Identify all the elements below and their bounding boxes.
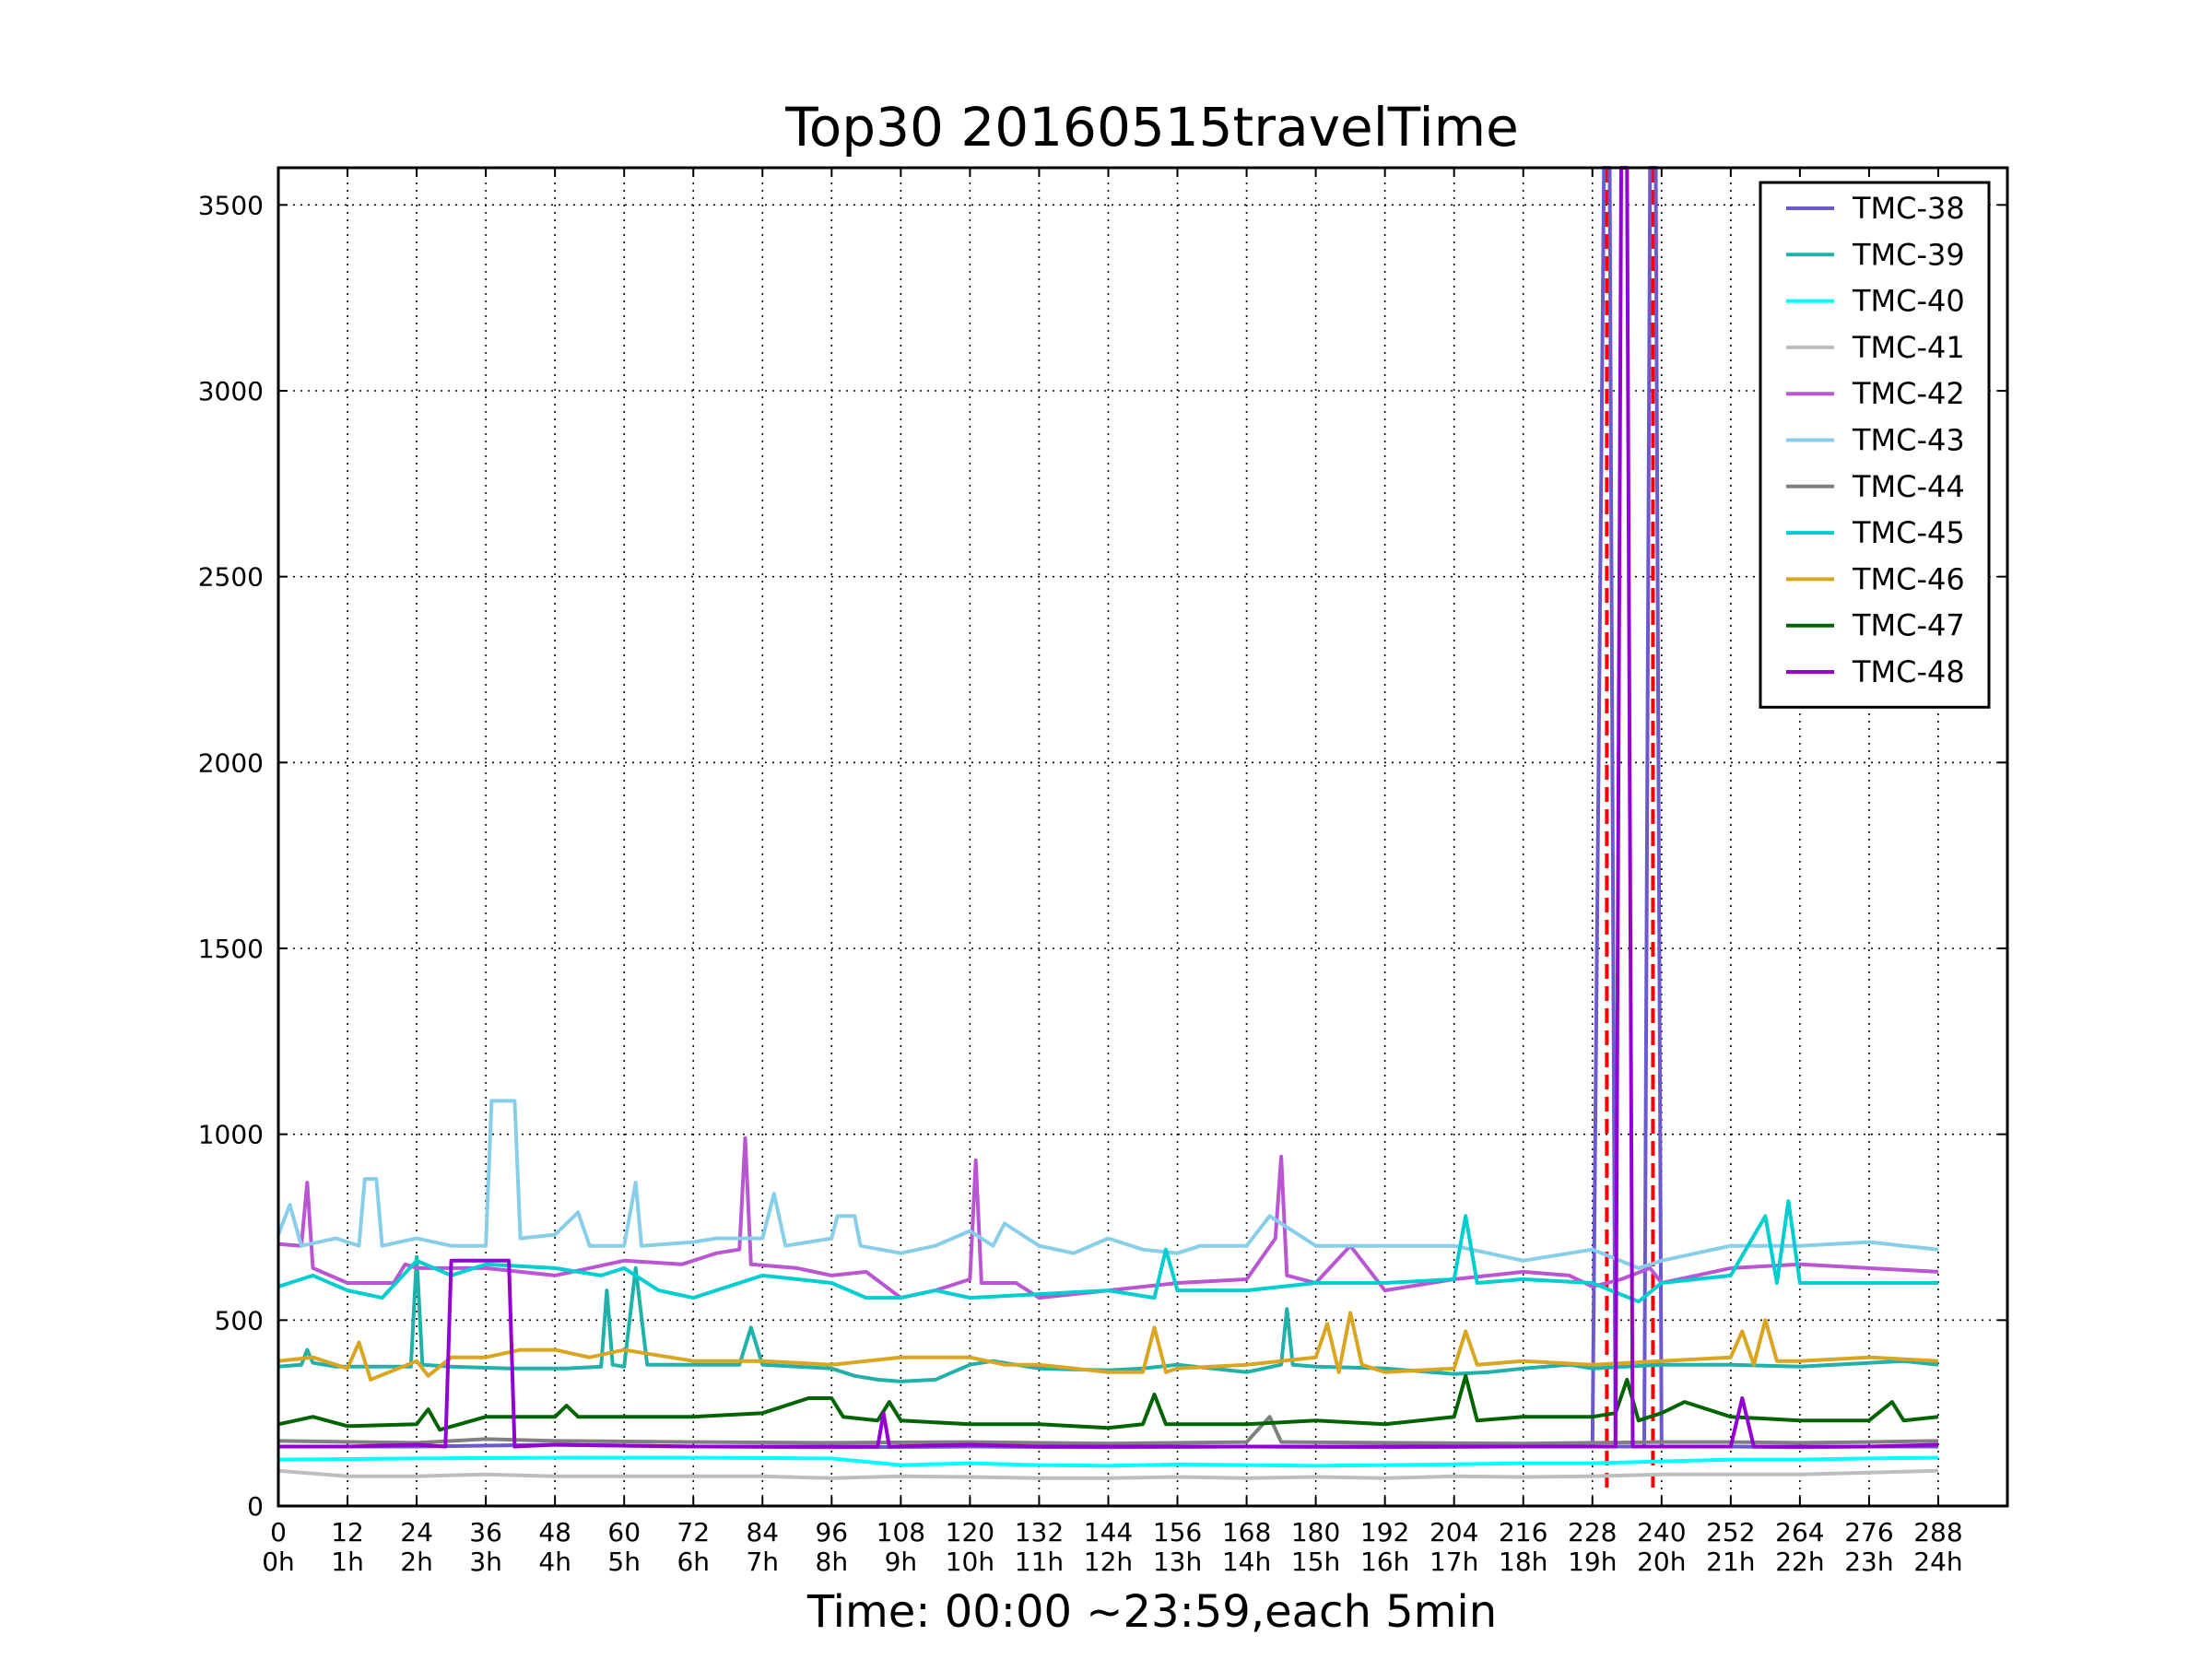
x-tick-label-hour: 24h bbox=[1913, 1547, 1962, 1577]
y-tick-label: 1500 bbox=[198, 934, 264, 964]
series-line-tmc-45 bbox=[277, 1199, 1938, 1304]
y-tick-label: 500 bbox=[215, 1305, 264, 1335]
legend-label: TMC-44 bbox=[1852, 469, 1965, 504]
x-tick-label-hour: 22h bbox=[1775, 1547, 1824, 1577]
series-line-tmc-47 bbox=[277, 1373, 1939, 1432]
x-tick-label-hour: 4h bbox=[538, 1547, 571, 1577]
legend-label: TMC-43 bbox=[1852, 423, 1965, 458]
x-tick-label-hour: 19h bbox=[1568, 1547, 1617, 1577]
legend-label: TMC-38 bbox=[1852, 191, 1965, 226]
x-tick-label-hour: 1h bbox=[331, 1547, 364, 1577]
legend: TMC-38 TMC-39 TMC-40 TMC-41 TMC-42 TMC-43 TMC-… bbox=[1759, 181, 1991, 709]
x-tick-label-hour: 12h bbox=[1084, 1547, 1133, 1577]
x-tick-label: 60 bbox=[607, 1517, 641, 1547]
x-tick-label-hour: 23h bbox=[1844, 1547, 1893, 1577]
x-axis-label: Time: 00:00 ~23:59,each 5min bbox=[806, 1586, 1497, 1638]
x-tick-label-hour: 3h bbox=[469, 1547, 502, 1577]
x-tick-label: 216 bbox=[1499, 1517, 1547, 1547]
x-tick-label: 24 bbox=[400, 1517, 433, 1547]
x-tick-label-hour: 15h bbox=[1291, 1547, 1340, 1577]
x-tick-label: 180 bbox=[1291, 1517, 1340, 1547]
x-tick-label: 36 bbox=[469, 1517, 502, 1547]
x-tick-label: 144 bbox=[1084, 1517, 1133, 1547]
x-tick-label: 204 bbox=[1430, 1517, 1478, 1547]
x-tick-label: 168 bbox=[1222, 1517, 1271, 1547]
axis-ticks: 00h121h242h363h484h605h726h847h968h1089h… bbox=[198, 168, 2007, 1577]
y-tick-label: 2500 bbox=[198, 562, 264, 593]
x-tick-label: 12 bbox=[331, 1517, 364, 1547]
x-tick-label-hour: 8h bbox=[816, 1547, 849, 1577]
legend-label: TMC-47 bbox=[1852, 608, 1965, 643]
x-tick-label-hour: 13h bbox=[1153, 1547, 1202, 1577]
x-tick-label-hour: 9h bbox=[885, 1547, 918, 1577]
x-tick-label-hour: 11h bbox=[1015, 1547, 1064, 1577]
x-tick-label: 192 bbox=[1360, 1517, 1409, 1547]
plot-area-frame bbox=[276, 166, 2009, 1508]
y-tick-label: 2000 bbox=[198, 747, 264, 778]
x-tick-label: 0 bbox=[270, 1517, 287, 1547]
x-tick-label: 156 bbox=[1153, 1517, 1202, 1547]
x-tick-label-hour: 20h bbox=[1637, 1547, 1686, 1577]
series-line-tmc-40 bbox=[277, 1455, 1939, 1468]
series-line-tmc-46 bbox=[277, 1311, 1939, 1382]
x-tick-label-hour: 10h bbox=[946, 1547, 994, 1577]
x-tick-label-hour: 6h bbox=[677, 1547, 710, 1577]
x-tick-label-hour: 2h bbox=[400, 1547, 433, 1577]
series-lines bbox=[276, 166, 1939, 1480]
chart-title: Top30 20160515travelTime bbox=[784, 96, 1519, 159]
x-tick-label-hour: 14h bbox=[1222, 1547, 1271, 1577]
x-tick-label: 252 bbox=[1706, 1517, 1755, 1547]
x-tick-label-hour: 7h bbox=[746, 1547, 779, 1577]
x-tick-label-hour: 0h bbox=[262, 1547, 295, 1577]
series-line-tmc-39 bbox=[277, 1254, 1939, 1383]
x-tick-label: 264 bbox=[1775, 1517, 1824, 1547]
legend-label: TMC-46 bbox=[1852, 561, 1965, 596]
x-tick-label: 288 bbox=[1913, 1517, 1962, 1547]
series-line-tmc-43 bbox=[276, 1099, 1939, 1270]
x-tick-label: 240 bbox=[1637, 1517, 1686, 1547]
x-tick-label-hour: 18h bbox=[1499, 1547, 1547, 1577]
grid bbox=[277, 168, 2007, 1507]
legend-label: TMC-48 bbox=[1852, 654, 1965, 689]
x-tick-label: 228 bbox=[1568, 1517, 1617, 1547]
x-tick-label: 120 bbox=[946, 1517, 994, 1547]
legend-label: TMC-41 bbox=[1852, 330, 1965, 365]
x-tick-label: 84 bbox=[746, 1517, 779, 1547]
x-tick-label-hour: 21h bbox=[1706, 1547, 1755, 1577]
legend-box bbox=[1759, 181, 1991, 709]
x-tick-label: 132 bbox=[1015, 1517, 1064, 1547]
x-tick-label-hour: 17h bbox=[1430, 1547, 1478, 1577]
y-tick-label: 1000 bbox=[198, 1120, 264, 1150]
y-tick-label: 3500 bbox=[198, 190, 264, 220]
x-tick-label: 72 bbox=[677, 1517, 710, 1547]
x-tick-label: 48 bbox=[538, 1517, 571, 1547]
x-tick-label-hour: 5h bbox=[607, 1547, 641, 1577]
x-tick-label: 96 bbox=[815, 1517, 848, 1547]
series-line-tmc-48 bbox=[278, 166, 1939, 1449]
y-tick-label: 0 bbox=[247, 1491, 264, 1522]
x-tick-label-hour: 16h bbox=[1360, 1547, 1409, 1577]
legend-label: TMC-42 bbox=[1852, 376, 1965, 411]
x-tick-label: 108 bbox=[877, 1517, 925, 1547]
legend-label: TMC-40 bbox=[1852, 284, 1965, 319]
legend-label: TMC-39 bbox=[1852, 237, 1965, 272]
legend-label: TMC-45 bbox=[1852, 515, 1965, 550]
y-tick-label: 3000 bbox=[198, 376, 264, 406]
series-line-tmc-41 bbox=[277, 1468, 1939, 1480]
x-tick-label: 276 bbox=[1844, 1517, 1893, 1547]
